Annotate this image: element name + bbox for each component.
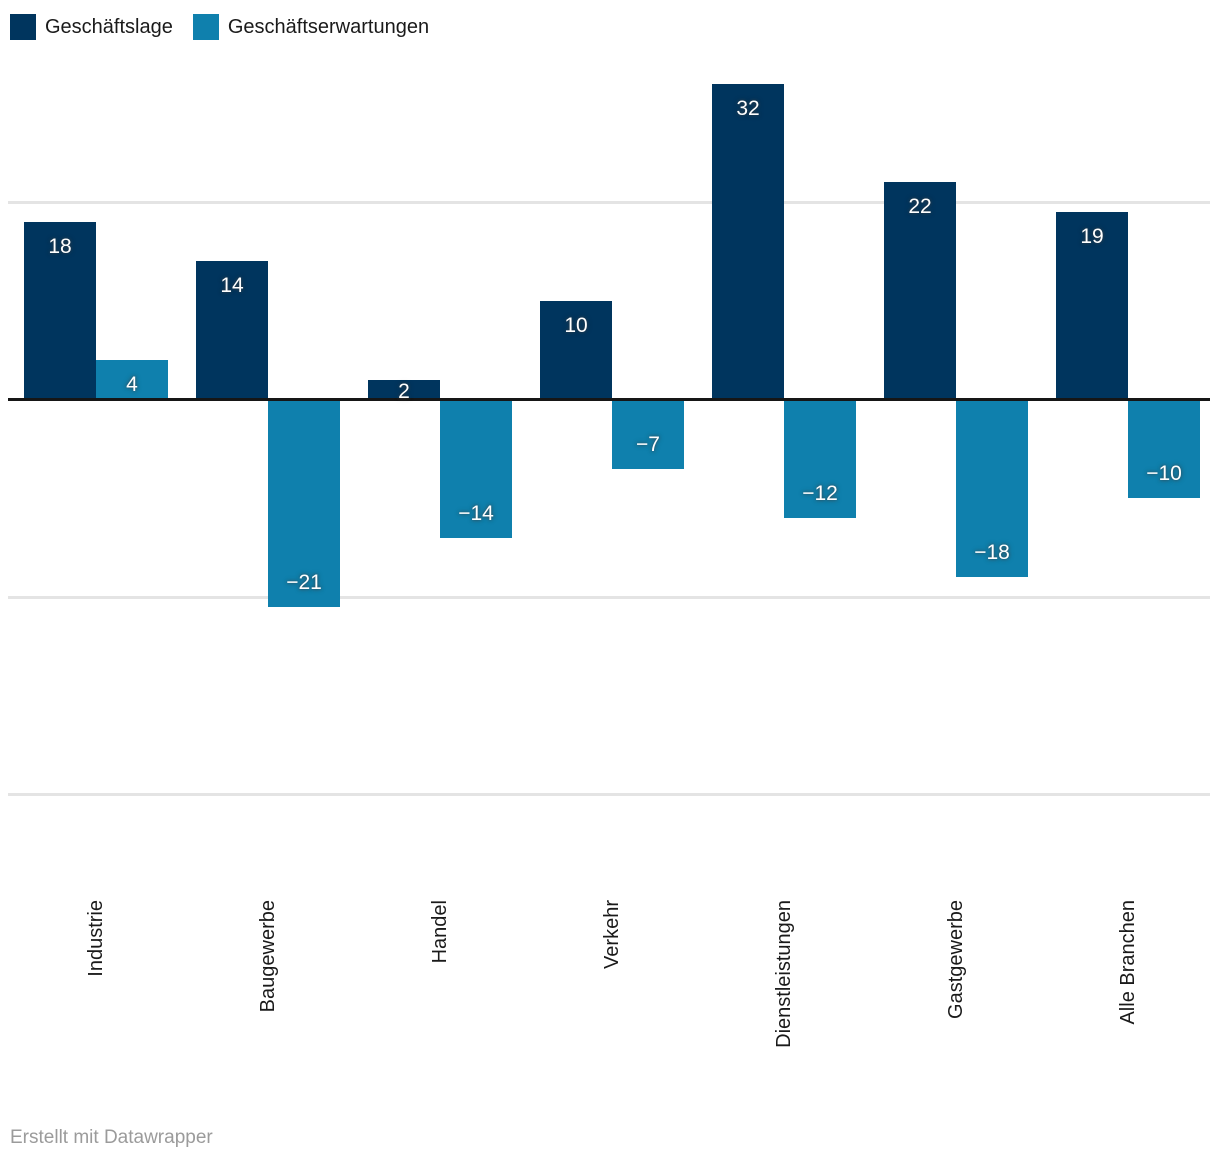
bar-value-label: 22 xyxy=(908,195,932,219)
bar-geschaeftslage-industrie xyxy=(24,221,96,400)
bar-geschaeftslage-alle-branchen xyxy=(1056,211,1128,400)
bar-value-label: 4 xyxy=(126,373,138,396)
zero-baseline xyxy=(8,398,1210,401)
legend-item-geschaeftserwartungen: Geschäftserwartungen xyxy=(192,14,430,40)
legend-swatch-icon xyxy=(192,14,219,40)
bar-value-label: −10 xyxy=(1146,462,1182,486)
gridline-y-20 xyxy=(8,595,1210,599)
bar-value-label: 10 xyxy=(564,313,588,337)
bar-geschaeftserwartungen-alle-branchen xyxy=(1128,399,1200,499)
bar-value-label: −14 xyxy=(458,501,494,525)
axis-label-dienstleistungen: Dienstleistungen xyxy=(773,900,795,1048)
datawrapper-credit-link[interactable]: Erstellt mit Datawrapper xyxy=(10,1127,213,1148)
legend-item-label: Geschäftslage xyxy=(45,16,173,38)
gridline-y20 xyxy=(8,200,1210,204)
bar-geschaeftslage-gastgewerbe xyxy=(884,182,956,400)
bar-geschaeftslage-handel xyxy=(368,379,440,400)
bar-geschaeftserwartungen-handel xyxy=(440,399,512,538)
bar-geschaeftslage-verkehr xyxy=(540,300,612,400)
gridline-y-40 xyxy=(8,793,1210,796)
axis-label-baugewerbe: Baugewerbe xyxy=(257,900,279,1013)
bar-value-label: −18 xyxy=(974,541,1010,565)
bar-geschaeftserwartungen-dienstleistungen xyxy=(784,399,856,518)
bar-value-label: −21 xyxy=(286,570,322,594)
bar-value-label: −7 xyxy=(636,432,660,456)
axis-label-verkehr: Verkehr xyxy=(601,900,623,969)
legend-item-geschaeftslage: Geschäftslage xyxy=(10,14,173,40)
bar-geschaeftserwartungen-industrie xyxy=(96,360,168,400)
bar-value-label: 2 xyxy=(398,379,410,403)
legend-item-label: Geschäftserwartungen xyxy=(227,16,430,38)
bar-value-label: −12 xyxy=(802,482,838,505)
axis-label-industrie: Industrie xyxy=(85,900,107,977)
legend: Geschäftslage Geschäftserwartungen xyxy=(10,14,429,40)
axis-label-handel: Handel xyxy=(429,900,451,964)
axis-label-alle-branchen: Alle Branchen xyxy=(1117,900,1139,1025)
legend-swatch-icon xyxy=(10,14,36,40)
bar-geschaeftslage-dienstleistungen xyxy=(712,83,784,400)
bar-geschaeftserwartungen-verkehr xyxy=(612,399,684,469)
bar-geschaeftserwartungen-gastgewerbe xyxy=(956,399,1028,578)
bar-value-label: 14 xyxy=(220,274,244,298)
bar-value-label: 19 xyxy=(1080,224,1104,248)
bar-geschaeftserwartungen-baugewerbe xyxy=(268,399,340,607)
bar-geschaeftslage-baugewerbe xyxy=(196,261,268,400)
bar-value-label: 32 xyxy=(736,96,760,120)
bar-value-label: 18 xyxy=(48,234,72,258)
axis-label-gastgewerbe: Gastgewerbe xyxy=(945,900,967,1019)
